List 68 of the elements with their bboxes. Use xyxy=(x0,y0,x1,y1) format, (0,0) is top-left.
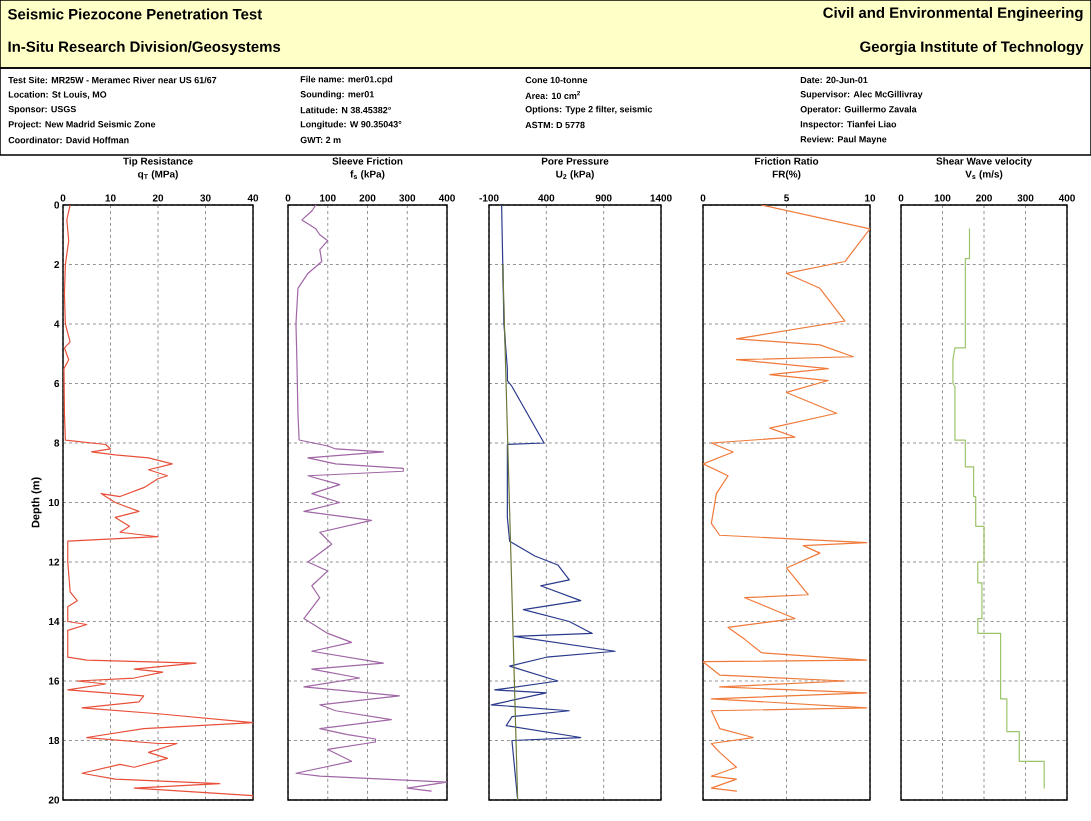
x-axis-title: f$_{s}$ (kPa) xyxy=(350,170,385,180)
y-tick-label: 0 xyxy=(54,201,60,209)
text: Date: 20-Jun-01 xyxy=(800,76,868,84)
y-tick-label: 6 xyxy=(54,379,60,388)
text: Sounding: mer01 xyxy=(300,90,375,100)
chart-title: Sleeve Friction xyxy=(332,157,403,165)
x-tick-label: 300 xyxy=(1017,194,1034,202)
text: Coordinator: David Hoffman xyxy=(8,136,129,144)
y-tick-label: 16 xyxy=(49,677,60,685)
y-tick-label: 10 xyxy=(49,498,60,507)
x-tick-label: 40 xyxy=(247,194,259,202)
text: Civil and Environmental Engineering xyxy=(823,7,1083,21)
text: Inspector: Tianfei Liao xyxy=(800,120,897,130)
x-tick-label: 100 xyxy=(934,194,951,202)
text: Location: St Louis, MO xyxy=(8,91,107,99)
x-tick-label: 100 xyxy=(320,194,336,202)
text: Test Site: MR25W - Meramec River near US 61/67 xyxy=(8,76,217,84)
x-tick-label: 200 xyxy=(359,194,376,202)
text: Project: New Madrid Seismic Zone xyxy=(8,120,156,130)
x-tick-label: 200 xyxy=(976,194,992,202)
chart-title: Pore Pressure xyxy=(541,157,609,165)
text: In-Situ Research Division/Geosystems xyxy=(8,41,281,55)
x-tick-label: 0 xyxy=(700,194,706,202)
text: File name: mer01.cpd xyxy=(300,75,393,85)
text: Area: 10 cm$^{2}$ xyxy=(525,90,580,100)
x-tick-label: 10 xyxy=(865,194,876,202)
x-tick-label: 20 xyxy=(152,194,164,202)
text: Seismic Piezocone Penetration Test xyxy=(7,8,263,20)
y-tick-label: 14 xyxy=(49,618,60,625)
x-tick-label: 0 xyxy=(60,194,66,202)
y-tick-label: 8 xyxy=(54,439,60,447)
text: Review: Paul Mayne xyxy=(800,135,887,145)
text: Latitude: N 38.45382° xyxy=(300,106,391,114)
y-axis-title: Depth (m) xyxy=(31,477,42,528)
line-series xyxy=(63,205,254,800)
x-tick-label: 400 xyxy=(1058,194,1075,202)
chart-title: Shear Wave velocity xyxy=(936,157,1032,167)
y-tick-label: 12 xyxy=(49,558,60,566)
x-axis-title: U$_{2}$ (kPa) xyxy=(556,170,594,180)
x-tick-label: 300 xyxy=(399,194,416,202)
text: Operator: Guillermo Zavala xyxy=(800,105,917,115)
text: Sponsor: USGS xyxy=(8,105,76,115)
text: Georgia Institute of Technology xyxy=(860,41,1084,55)
text: Options: Type 2 filter, seismic xyxy=(525,105,653,115)
x-tick-label: 400 xyxy=(438,194,455,202)
x-axis-title: q$_{T}$ (MPa) xyxy=(138,170,178,180)
chart-title: Friction Ratio xyxy=(755,157,819,165)
x-tick-label: 0 xyxy=(285,194,291,202)
x-tick-label: 10 xyxy=(105,194,116,202)
x-axis-title: FR(%) xyxy=(772,170,801,180)
text: GWT: 2 m xyxy=(300,136,341,144)
text: Longitude: W 90.35043° xyxy=(300,120,402,130)
x-tick-label: 0 xyxy=(898,194,904,202)
text: ASTM: D 5778 xyxy=(525,121,585,129)
text: Supervisor: Alec McGillivray xyxy=(800,90,923,100)
x-tick-label: 5 xyxy=(784,194,790,202)
x-tick-label: 30 xyxy=(200,194,211,202)
x-axis-title: V$_{s}$ (m/s) xyxy=(965,170,1003,180)
x-tick-label: 1400 xyxy=(650,194,672,202)
y-tick-label: 2 xyxy=(54,261,60,268)
x-tick-label: 900 xyxy=(595,194,612,202)
y-tick-label: 18 xyxy=(49,736,60,745)
y-tick-label: 20 xyxy=(48,796,60,804)
chart-title: Tip Resistance xyxy=(123,157,193,167)
y-tick-label: 4 xyxy=(54,320,60,328)
x-tick-label: -100 xyxy=(479,194,499,202)
x-tick-label: 400 xyxy=(538,194,555,202)
text: Cone 10-tonne xyxy=(525,76,588,84)
